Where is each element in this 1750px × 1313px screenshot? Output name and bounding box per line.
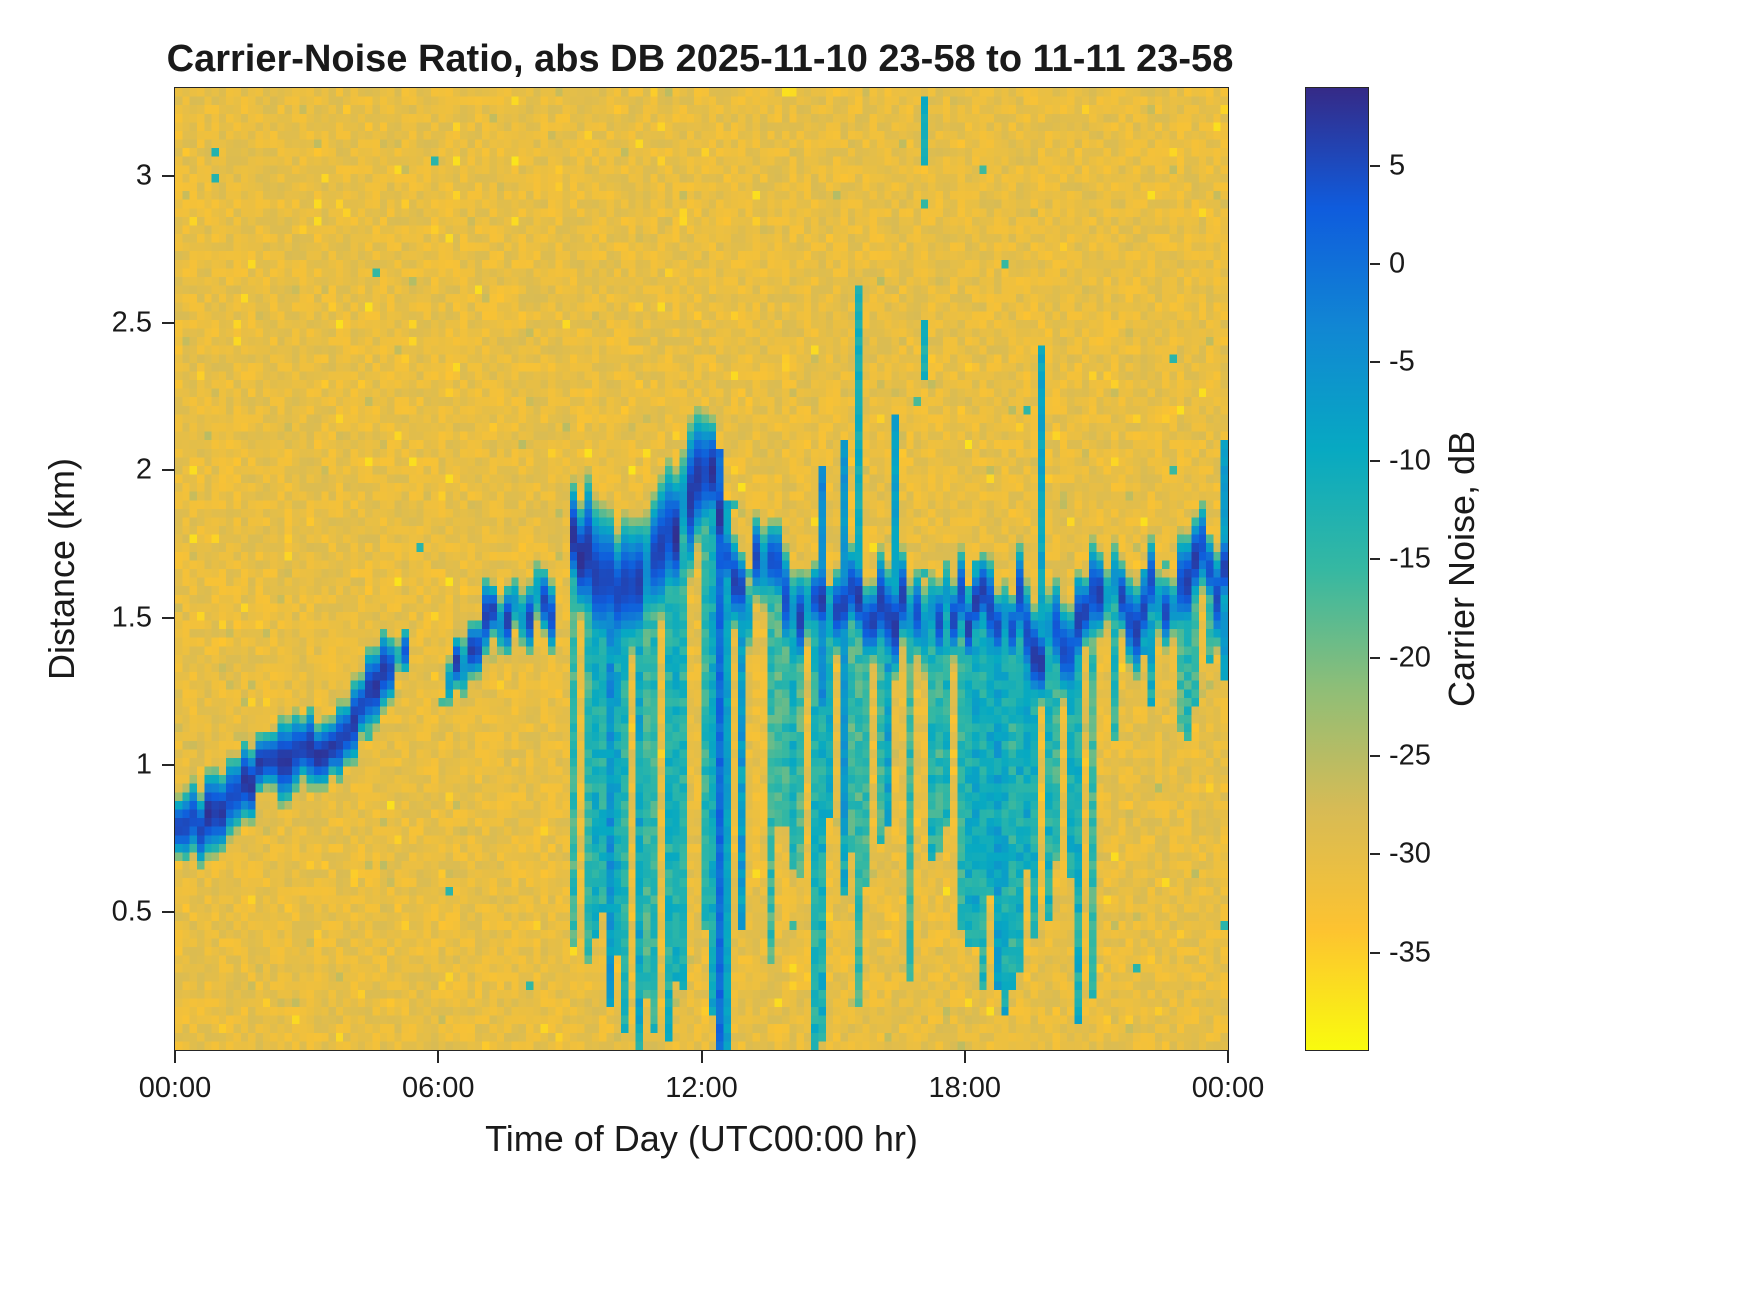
colorbar	[1305, 87, 1369, 1051]
y-tick-label: 2.5	[111, 306, 152, 339]
y-tick-mark	[162, 763, 174, 766]
x-tick-mark	[174, 1051, 176, 1063]
x-tick-label: 00:00	[1191, 1072, 1265, 1104]
x-tick-label: 12:00	[665, 1072, 738, 1104]
colorbar-tick-mark	[1370, 164, 1380, 167]
colorbar-tick-label: -35	[1389, 936, 1431, 969]
x-tick-mark	[963, 1051, 966, 1063]
y-tick-mark	[162, 469, 174, 472]
colorbar-tick-label: -30	[1389, 837, 1431, 870]
colorbar-tick-label: -5	[1389, 345, 1415, 378]
colorbar-tick-mark	[1370, 853, 1380, 856]
y-tick-label: 1	[135, 748, 152, 781]
y-tick-mark	[162, 616, 174, 619]
y-axis-label: Distance (km)	[41, 457, 82, 681]
colorbar-tick-label: -15	[1389, 542, 1431, 575]
colorbar-tick-label: -10	[1389, 444, 1431, 477]
colorbar-tick-mark	[1370, 459, 1380, 462]
y-tick-mark	[162, 175, 174, 178]
y-tick-label: 0.5	[111, 895, 152, 928]
colorbar-tick-mark	[1370, 263, 1380, 266]
y-tick-label: 3	[135, 159, 152, 192]
y-tick-mark	[162, 910, 174, 913]
x-tick-label: 06:00	[401, 1072, 475, 1104]
y-tick-label: 1.5	[111, 601, 152, 634]
x-tick-mark	[1227, 1051, 1229, 1063]
colorbar-tick-mark	[1370, 558, 1380, 561]
colorbar-tick-mark	[1370, 754, 1380, 757]
chart-title: Carrier-Noise Ratio, abs DB 2025-11-10 2…	[166, 38, 1234, 80]
colorbar-tick-mark	[1370, 361, 1380, 364]
x-tick-mark	[437, 1051, 440, 1063]
heatmap-canvas	[175, 88, 1228, 1050]
colorbar-tick-mark	[1370, 951, 1380, 954]
y-tick-label: 2	[135, 453, 152, 486]
colorbar-tick-label: -20	[1389, 641, 1431, 674]
x-tick-label: 00:00	[138, 1072, 212, 1104]
y-tick-mark	[162, 322, 174, 325]
colorbar-tick-label: 0	[1389, 247, 1406, 280]
plot-area	[174, 87, 1229, 1051]
x-tick-label: 18:00	[928, 1072, 1002, 1104]
x-tick-mark	[700, 1051, 703, 1063]
colorbar-tick-mark	[1370, 656, 1380, 659]
x-axis-label: Time of Day (UTC00:00 hr)	[485, 1118, 918, 1159]
colorbar-tick-label: -25	[1389, 739, 1431, 772]
colorbar-tick-label: 5	[1389, 149, 1406, 182]
